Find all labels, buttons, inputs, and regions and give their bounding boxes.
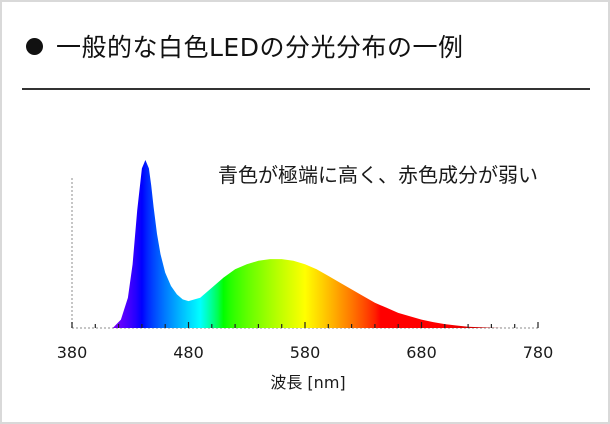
x-tick-label: 680 (406, 343, 437, 362)
chart-annotation: 青色が極端に高く、赤色成分が弱い (218, 163, 538, 187)
bullet-icon (26, 37, 43, 55)
x-tick-label: 380 (57, 343, 88, 362)
title-divider (22, 88, 590, 90)
x-tick-label: 780 (523, 343, 554, 362)
spectrum-area (112, 160, 504, 328)
header: 一般的な白色LEDの分光分布の一例 (26, 28, 463, 64)
x-tick-label: 580 (290, 343, 321, 362)
x-tick-marks (71, 322, 539, 328)
page-title: 一般的な白色LEDの分光分布の一例 (56, 33, 464, 62)
x-axis-label: 波長 [nm] (270, 373, 345, 392)
x-tick-labels: 380 480 580 680 780 (57, 343, 554, 362)
x-tick-label: 480 (173, 343, 204, 362)
